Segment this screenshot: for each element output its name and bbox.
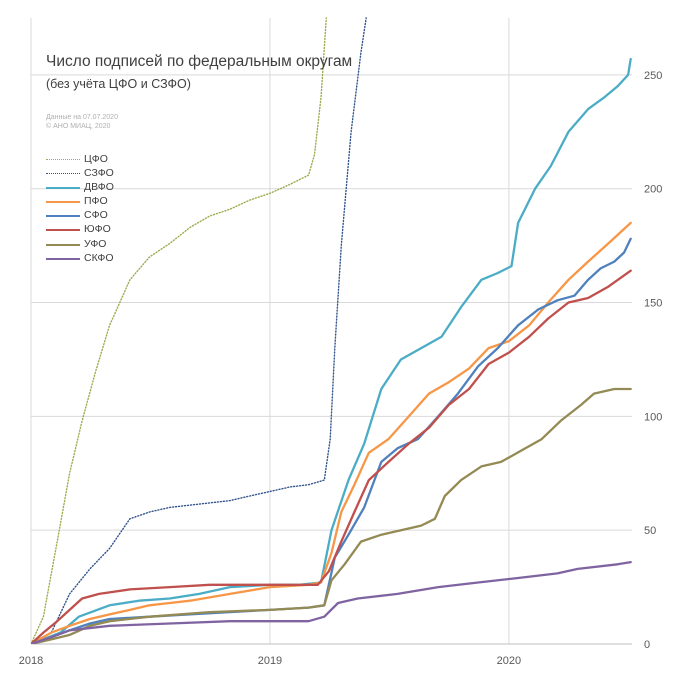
legend-label: ЦФО bbox=[84, 153, 108, 165]
legend-swatch bbox=[46, 187, 80, 190]
legend-item: ЮФО bbox=[46, 223, 156, 237]
axis-ticks: 0 50 100 150 200 250 2018 2019 2020 bbox=[19, 70, 663, 667]
chart-subtitle: (без учёта ЦФО и СЗФО) bbox=[46, 77, 191, 91]
legend-item: СЗФО bbox=[46, 167, 156, 181]
legend-label: СФО bbox=[84, 209, 108, 222]
legend-swatch bbox=[46, 229, 80, 232]
y-tick-label: 100 bbox=[644, 411, 662, 423]
legend-label: СКФО bbox=[84, 251, 114, 264]
legend-label: ПФО bbox=[84, 195, 108, 208]
series-lines bbox=[31, 17, 632, 644]
legend-swatch bbox=[46, 159, 80, 160]
legend-item: ПФО bbox=[46, 195, 156, 209]
series-line-0 bbox=[31, 17, 327, 644]
legend-item: СФО bbox=[46, 209, 156, 223]
copyright-note: © АНО МИАЦ, 2020 bbox=[46, 123, 111, 130]
legend: ЦФО СЗФО ДВФО ПФО СФО ЮФО УФО СКФО bbox=[46, 153, 156, 266]
legend-item: УФО bbox=[46, 238, 156, 252]
legend-swatch bbox=[46, 257, 80, 260]
series-line-2 bbox=[31, 57, 632, 644]
legend-swatch bbox=[46, 173, 80, 175]
chart-title: Число подписей по федеральным округам bbox=[46, 53, 353, 70]
legend-item: ДВФО bbox=[46, 181, 156, 195]
series-line-5 bbox=[31, 269, 632, 644]
series-line-7 bbox=[31, 560, 632, 644]
grid-lines bbox=[30, 18, 632, 645]
legend-label: ДВФО bbox=[84, 181, 114, 194]
legend-label: СЗФО bbox=[84, 167, 114, 180]
legend-label: ЮФО bbox=[84, 223, 111, 236]
y-tick-label: 50 bbox=[644, 525, 656, 537]
y-tick-label: 0 bbox=[644, 639, 650, 651]
data-date-note: Данные на 07.07.2020 bbox=[46, 114, 118, 121]
legend-swatch bbox=[46, 215, 80, 218]
y-tick-label: 150 bbox=[644, 298, 662, 310]
y-tick-label: 200 bbox=[644, 184, 662, 196]
series-line-6 bbox=[31, 387, 632, 644]
series-line-1 bbox=[31, 17, 367, 644]
legend-swatch bbox=[46, 243, 80, 246]
legend-label: УФО bbox=[84, 237, 107, 250]
series-line-3 bbox=[31, 221, 632, 644]
legend-item: ЦФО bbox=[46, 153, 156, 167]
x-tick-label: 2019 bbox=[258, 655, 282, 667]
legend-swatch bbox=[46, 201, 80, 204]
x-tick-label: 2018 bbox=[19, 655, 43, 667]
legend-item: СКФО bbox=[46, 252, 156, 266]
y-tick-label: 250 bbox=[644, 70, 662, 82]
x-tick-label: 2020 bbox=[497, 655, 521, 667]
